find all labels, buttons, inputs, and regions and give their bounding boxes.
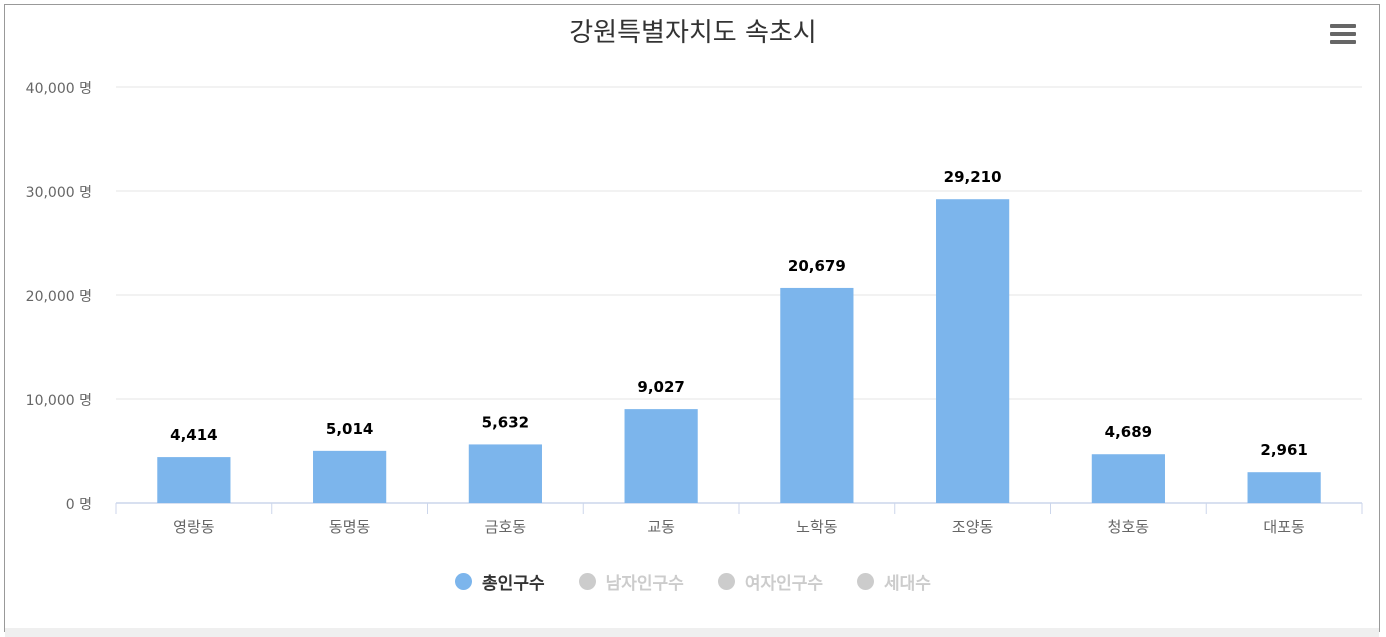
legend-label: 여자인구수 [744,573,824,594]
bar [936,199,1010,503]
data-label: 20,679 [788,257,846,275]
x-tick-label: 금호동 [485,518,527,536]
x-tick-label: 대포동 [1263,518,1305,536]
legend-marker-icon [717,572,735,590]
chart-container [4,4,1380,632]
data-label: 29,210 [944,168,1002,186]
legend-marker-icon [857,572,875,590]
data-label: 9,027 [637,378,684,396]
bar [468,444,542,503]
bar [1091,454,1165,503]
data-label: 5,014 [326,420,373,438]
bar [157,457,231,503]
y-tick-label: 30,000 명 [26,185,92,201]
legend: 총인구수 남자인구수 여자인구수 세대수 [0,568,1386,594]
y-tick-label: 20,000 명 [26,289,92,305]
legend-marker-icon [578,572,596,590]
legend-label: 총인구수 [482,573,545,594]
bar [313,450,387,503]
data-label: 4,689 [1105,423,1152,441]
menu-bar [1330,32,1356,36]
data-label: 5,632 [482,413,529,431]
legend-label: 남자인구수 [605,573,684,594]
x-tick-label: 노학동 [796,518,838,536]
legend-item-total[interactable]: 총인구수 [455,569,545,594]
legend-item-households[interactable]: 세대수 [857,569,931,594]
menu-bar [1330,40,1356,44]
y-tick-label: 40,000 명 [26,81,92,97]
legend-item-female[interactable]: 여자인구수 [717,569,824,594]
x-tick-label: 영랑동 [173,518,215,536]
chart-title: 강원특별자치도 속초시 [569,18,817,48]
bar [1247,472,1321,503]
y-tick-label: 0 명 [66,497,92,513]
menu-bar [1330,24,1356,28]
x-tick-label: 교동 [647,518,675,536]
x-tick-label: 청호동 [1108,518,1150,536]
data-label: 2,961 [1260,441,1307,459]
x-tick-label: 동명동 [329,518,371,536]
bar [780,287,854,503]
hamburger-menu-icon[interactable] [1330,24,1360,50]
data-label: 4,414 [170,426,217,444]
y-tick-label: 10,000 명 [26,393,92,409]
legend-label: 세대수 [884,573,931,594]
bar [624,409,698,503]
x-tick-label: 조양동 [952,518,994,536]
legend-marker-icon [455,572,473,590]
legend-item-male[interactable]: 남자인구수 [578,569,684,594]
bottom-band [5,628,1379,637]
